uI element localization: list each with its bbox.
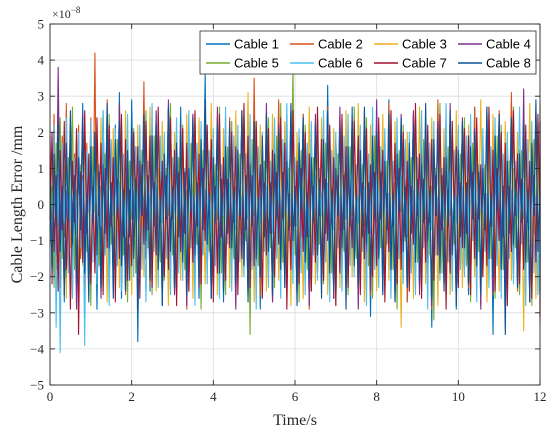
- series-lines: [49, 52, 541, 354]
- y-axis-exponent: ×10−8: [52, 5, 81, 21]
- legend-label: Cable 2: [318, 37, 363, 52]
- y-tick-label: −1: [30, 233, 44, 248]
- legend-label: Cable 5: [234, 56, 279, 71]
- legend: Cable 1 Cable 2 Cable 3 Cable 4 Cable 5 Cable…: [199, 30, 537, 75]
- x-tick-label: 12: [534, 389, 547, 404]
- x-axis-title: Time/s: [273, 412, 317, 429]
- y-tick-label: 4: [38, 53, 45, 68]
- x-tick-label: 6: [292, 389, 299, 404]
- legend-label: Cable 7: [402, 56, 447, 71]
- y-tick-label: 1: [38, 161, 45, 176]
- legend-label: Cable 4: [486, 37, 531, 52]
- x-tick-label: 2: [128, 389, 135, 404]
- y-tick-label: 3: [38, 89, 45, 104]
- y-tick-label: −3: [30, 305, 44, 320]
- y-tick-label: 5: [38, 17, 45, 32]
- legend-box: [199, 30, 537, 75]
- x-tick-label: 8: [373, 389, 380, 404]
- y-tick-label: −5: [30, 378, 44, 393]
- y-tick-label: 0: [38, 197, 45, 212]
- y-tick-label: 2: [38, 125, 45, 140]
- x-tick-label: 10: [452, 389, 465, 404]
- series-line-cable-8: [49, 99, 541, 336]
- legend-label: Cable 6: [318, 56, 363, 71]
- legend-label: Cable 3: [402, 37, 447, 52]
- y-tick-label: −4: [30, 341, 44, 356]
- y-tick-label: −2: [30, 269, 44, 284]
- legend-label: Cable 8: [486, 56, 531, 71]
- y-axis-title: Cable Length Error /mm: [9, 125, 26, 283]
- legend-label: Cable 1: [234, 37, 279, 52]
- x-tick-label: 4: [210, 389, 217, 404]
- x-tick-label: 0: [47, 389, 54, 404]
